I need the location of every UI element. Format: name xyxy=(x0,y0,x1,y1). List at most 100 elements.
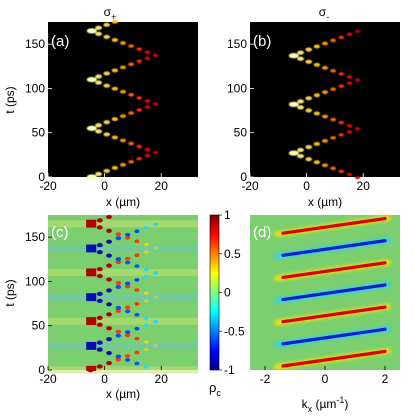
positive-dot xyxy=(125,354,131,359)
wavepacket-dot xyxy=(111,165,119,170)
wavepacket-dot xyxy=(144,147,151,152)
x-tick-label: 0 xyxy=(322,372,329,386)
positive-halo xyxy=(48,366,198,374)
panel-b-plot-area xyxy=(250,22,400,177)
positive-dot xyxy=(115,281,122,286)
wavepacket-dot xyxy=(119,114,127,119)
positive-core xyxy=(86,319,97,323)
negative-dot xyxy=(134,312,140,317)
positive-core xyxy=(86,221,97,224)
positive-dot xyxy=(134,350,140,355)
wavepacket-dot xyxy=(103,71,111,76)
panel-c-yticks: 0 50 100 150 xyxy=(25,230,52,377)
positive-dot xyxy=(125,284,131,289)
negative-dot xyxy=(143,274,149,279)
y-tick-label: 150 xyxy=(25,37,45,51)
panel-c-polarization-map xyxy=(48,214,198,374)
wavepacket-dot xyxy=(321,65,329,70)
negative-dot xyxy=(106,239,112,244)
wavepacket-dot xyxy=(95,74,102,79)
negative-dot xyxy=(96,243,103,248)
negative-core xyxy=(86,248,97,251)
positive-core xyxy=(86,365,97,369)
y-tick-label: 100 xyxy=(227,81,247,95)
wavepacket-dot xyxy=(95,25,102,30)
positive-dot xyxy=(96,218,103,223)
wavepacket-dot xyxy=(330,87,337,91)
positive-stripe xyxy=(281,305,387,324)
wavepacket-dot xyxy=(338,84,345,88)
y-tick-label: 50 xyxy=(32,126,46,140)
y-tick-label: 100 xyxy=(25,81,45,95)
colorbar-tick-label: 0 xyxy=(224,286,231,300)
negative-dot xyxy=(143,267,149,272)
positive-dot xyxy=(96,273,103,279)
negative-dot xyxy=(115,257,122,262)
negative-dot xyxy=(106,302,112,307)
positive-dot xyxy=(134,302,140,306)
positive-dot xyxy=(106,326,112,331)
positive-dot xyxy=(125,235,131,240)
negative-dot xyxy=(125,232,131,237)
wavepacket-dot xyxy=(119,89,127,94)
negative-dot xyxy=(134,229,140,234)
panel-b-xticks: -20 0 20 xyxy=(241,173,370,193)
negative-core xyxy=(86,296,97,299)
wavepacket-dot xyxy=(111,19,119,24)
positive-core xyxy=(86,219,97,222)
positive-core xyxy=(86,318,97,321)
y-tick-label: 0 xyxy=(38,363,45,377)
positive-dot xyxy=(115,357,122,362)
positive-core xyxy=(86,268,97,271)
panel-a-title: σ+ xyxy=(104,5,117,22)
wavepacket-dot xyxy=(128,92,135,97)
wavepacket-dot xyxy=(136,156,143,161)
colorbar-label: ρc xyxy=(209,380,221,398)
negative-dot xyxy=(115,305,122,310)
wavepacket-dot xyxy=(346,75,353,79)
wavepacket-dot xyxy=(103,22,111,27)
negative-dot xyxy=(134,361,140,366)
x-tick-label: 20 xyxy=(357,179,371,193)
wavepacket-peak xyxy=(86,76,97,83)
wavepacket-dot xyxy=(111,86,119,91)
wavepacket-dot xyxy=(305,108,313,113)
positive-stripe xyxy=(281,216,387,235)
wavepacket-dot xyxy=(305,59,313,64)
panel-b-xlabel: x (µm) xyxy=(308,195,342,209)
colorbar-tick-label: -1 xyxy=(224,363,235,377)
positive-dot xyxy=(106,312,112,317)
wavepacket-dot xyxy=(338,120,345,125)
wavepacket-dot xyxy=(305,47,313,52)
positive-dot xyxy=(134,288,140,292)
negative-core xyxy=(86,297,97,300)
positive-dot xyxy=(134,336,140,341)
positive-dot xyxy=(106,214,112,219)
wavepacket-dot xyxy=(313,141,321,146)
positive-core xyxy=(86,322,97,326)
x-tick-label: 0 xyxy=(101,179,108,193)
wavepacket-dot xyxy=(136,47,143,51)
panel-c-ylabel: t (ps) xyxy=(3,279,17,306)
positive-dot xyxy=(115,232,122,237)
negative-stripe xyxy=(281,283,387,302)
negative-dot xyxy=(125,260,131,265)
wavepacket-dot xyxy=(313,44,321,49)
negative-stripe xyxy=(281,327,387,346)
colorbar-ticks: 1 0.5 0 -0.5 -1 xyxy=(219,208,245,377)
colorbar-tick-label: 1 xyxy=(224,208,231,222)
wavepacket-dot xyxy=(103,120,111,125)
wavepacket-dot xyxy=(152,102,159,106)
positive-dot xyxy=(134,253,140,258)
y-tick-label: 50 xyxy=(234,126,248,140)
negative-dot xyxy=(96,250,103,255)
panel-d-xticks: -2 0 2 xyxy=(260,366,389,386)
positive-core xyxy=(86,269,97,273)
negative-dot xyxy=(153,271,158,275)
negative-dot xyxy=(153,222,158,227)
panel-a-xticks: -20 0 20 xyxy=(39,173,168,193)
wavepacket-dot xyxy=(103,34,111,39)
positive-core xyxy=(86,317,97,320)
